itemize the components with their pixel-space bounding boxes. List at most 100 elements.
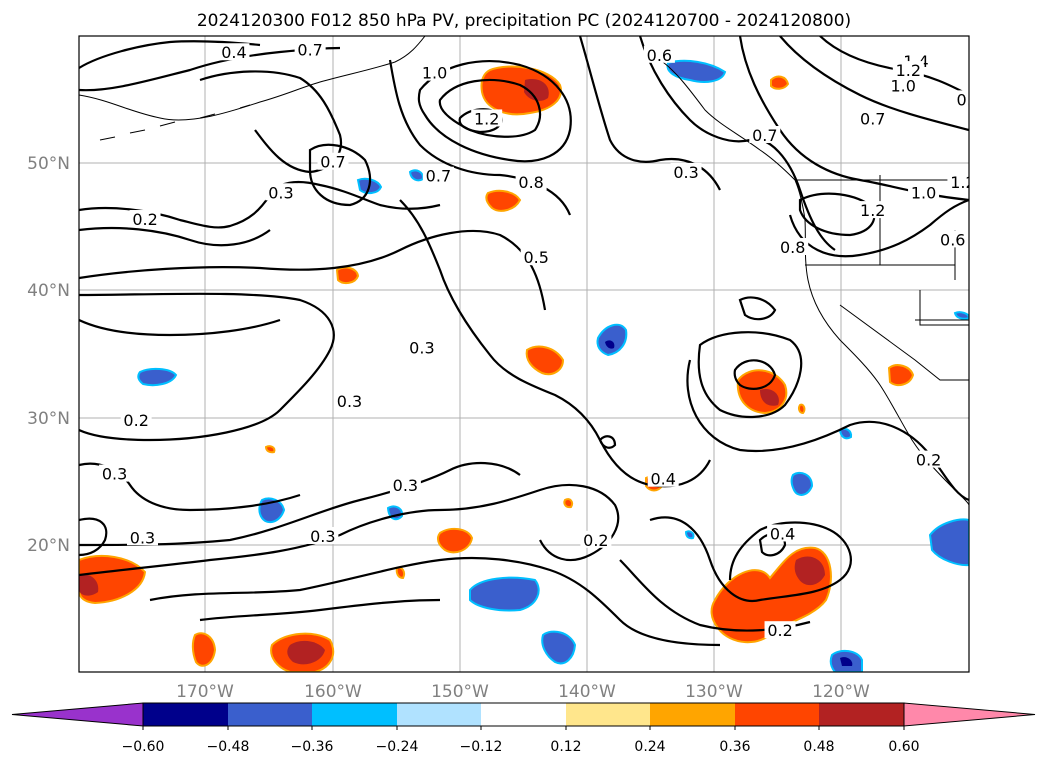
colorbar-tick-label: 0.48	[803, 739, 834, 755]
latitude-labels: 50°N 40°N 30°N 20°N	[27, 154, 70, 556]
contour-label-bg	[953, 90, 969, 108]
contour-label: 0.2	[916, 451, 941, 470]
colorbar-swatch	[650, 703, 735, 726]
lon-label: 170°W	[176, 682, 234, 702]
colorbar-extend-low	[11, 702, 144, 727]
map-background	[79, 36, 969, 672]
contour-label: 0.2	[583, 531, 608, 550]
contour-label-bg	[643, 45, 675, 63]
contour-label: 1.2	[474, 109, 499, 128]
contour-label-bg	[334, 392, 366, 410]
contour-label-bg	[406, 338, 438, 356]
contour-label-bg	[218, 43, 250, 61]
contour-label: 0.3	[393, 476, 418, 495]
lat-label: 40°N	[27, 281, 70, 301]
gridlines	[79, 36, 969, 672]
contour-label-bg	[580, 530, 612, 548]
colorbar-tick-label: 0.60	[888, 739, 919, 755]
contour-label-bg	[947, 173, 969, 191]
colorbar-swatch	[143, 703, 228, 726]
colorbar: −0.60 −0.48 −0.36 −0.24 −0.12 0.12 0.24 0.36 0.4…	[11, 702, 1036, 755]
longitude-labels: 170°W 160°W 150°W 140°W 130°W 120°W	[176, 682, 870, 702]
contour-labels: 0.40.71.01.20.61.41.21.00.80.70.70.70.30…	[99, 40, 982, 640]
lat-label: 50°N	[27, 154, 70, 174]
contour-label-bg	[908, 183, 940, 201]
colorbar-tick-label: −0.48	[207, 739, 250, 755]
contour-label: 0.4	[650, 470, 675, 489]
contour-label: 0.3	[409, 339, 434, 358]
contour-label: 0.4	[770, 524, 795, 543]
contour-label: 0.5	[523, 248, 548, 267]
contour-label: 1.2	[860, 201, 885, 220]
contour-label-bg	[892, 61, 924, 79]
contour-label: 0.7	[320, 153, 345, 172]
contour-label-bg	[647, 469, 679, 487]
contour-label-bg	[857, 109, 889, 127]
colorbar-tick-label: −0.60	[122, 739, 165, 755]
colorbar-swatch	[481, 703, 566, 726]
contour-label: 1.0	[422, 64, 447, 83]
precip-positive-blobs	[79, 65, 915, 672]
contour-label-bg	[419, 63, 451, 81]
colorbar-swatch	[735, 703, 819, 726]
contour-label: 1.0	[911, 183, 936, 202]
contour-label-bg	[307, 526, 339, 544]
contour-label: 0.4	[221, 43, 246, 62]
map-frame	[78, 35, 970, 673]
contour-label-bg	[127, 528, 158, 546]
colorbar-tick-label: −0.12	[460, 739, 503, 755]
lon-label: 150°W	[431, 682, 489, 702]
lat-label: 20°N	[27, 536, 70, 556]
map-panel: 0.40.71.01.20.61.41.21.00.80.70.70.70.30…	[78, 35, 982, 673]
contour-label-bg	[749, 125, 781, 143]
colorbar-swatch	[397, 703, 481, 726]
colorbar-tick-label: 0.12	[550, 739, 581, 755]
contour-label-bg	[764, 621, 796, 639]
lon-label: 130°W	[685, 682, 743, 702]
contour-label-bg	[265, 183, 297, 201]
contour-label-bg	[422, 166, 454, 184]
contour-label: 0.3	[268, 183, 293, 202]
contour-label-bg	[471, 109, 503, 127]
contour-label-bg	[99, 464, 131, 482]
contour-label: 0.3	[337, 392, 362, 411]
lon-label: 120°W	[812, 682, 870, 702]
lat-label: 30°N	[27, 409, 70, 429]
contour-label-bg	[120, 411, 152, 429]
contour-label: 1.0	[891, 76, 916, 95]
contour-label: 0.6	[940, 230, 965, 249]
colorbar-tick-label: −0.36	[291, 739, 334, 755]
colorbar-swatch	[312, 703, 397, 726]
pv-contours	[79, 36, 969, 647]
contour-label-bg	[389, 476, 421, 494]
contour-label-bg	[294, 40, 326, 58]
contour-label: 1.2	[950, 173, 975, 192]
contour-label: 0.6	[647, 46, 672, 65]
contour-label: 0.8	[518, 173, 543, 192]
contour-label: 1.2	[896, 61, 921, 80]
contour-label-bg	[129, 210, 161, 228]
contour-label: 0.8	[780, 238, 805, 257]
colorbar-tick-label: −0.24	[376, 739, 419, 755]
contour-label-bg	[670, 162, 702, 180]
colorbar-tick-label: 0.24	[634, 739, 665, 755]
colorbar-extend-high	[903, 702, 1036, 727]
lon-label: 140°W	[558, 682, 616, 702]
contour-label-bg	[767, 524, 799, 542]
contour-label-bg	[857, 201, 889, 219]
colorbar-swatch	[819, 703, 904, 726]
contour-label: 0.8	[957, 90, 982, 109]
contour-label-bg	[317, 152, 349, 170]
contour-label: 0.7	[426, 167, 451, 186]
contour-label: 0.2	[132, 210, 157, 229]
colorbar-swatch	[228, 703, 312, 726]
contour-label: 0.7	[752, 126, 777, 145]
lon-label: 160°W	[304, 682, 362, 702]
contour-label: 0.7	[297, 41, 322, 60]
contour-label: 0.7	[860, 109, 885, 128]
contour-label: 0.3	[673, 163, 698, 182]
contour-label-bg	[515, 173, 547, 191]
contour-label: 0.2	[123, 411, 148, 430]
figure-title: 2024120300 F012 850 hPa PV, precipitatio…	[197, 11, 851, 31]
